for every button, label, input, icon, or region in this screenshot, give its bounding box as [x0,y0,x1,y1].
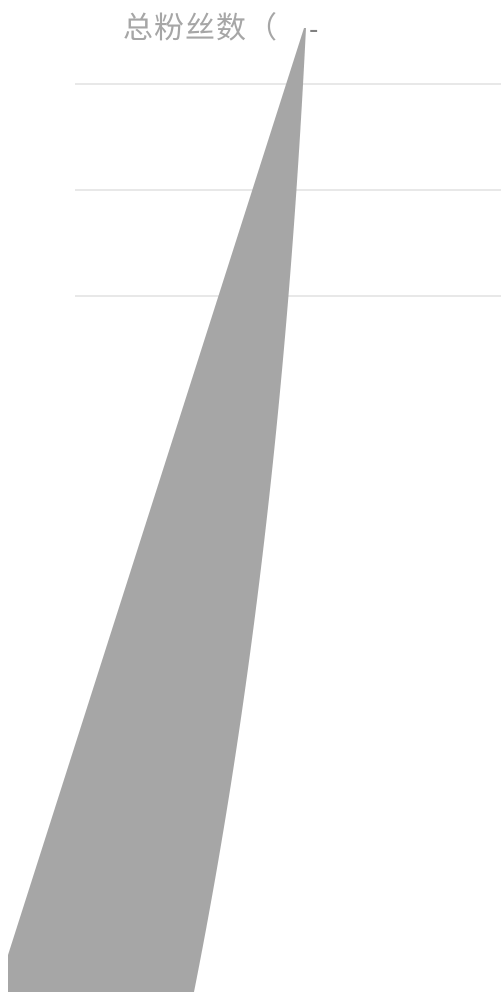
area-series-shape [8,28,306,992]
chart-title: 总粉丝数（ [123,11,278,46]
title-marker: - [309,15,318,45]
